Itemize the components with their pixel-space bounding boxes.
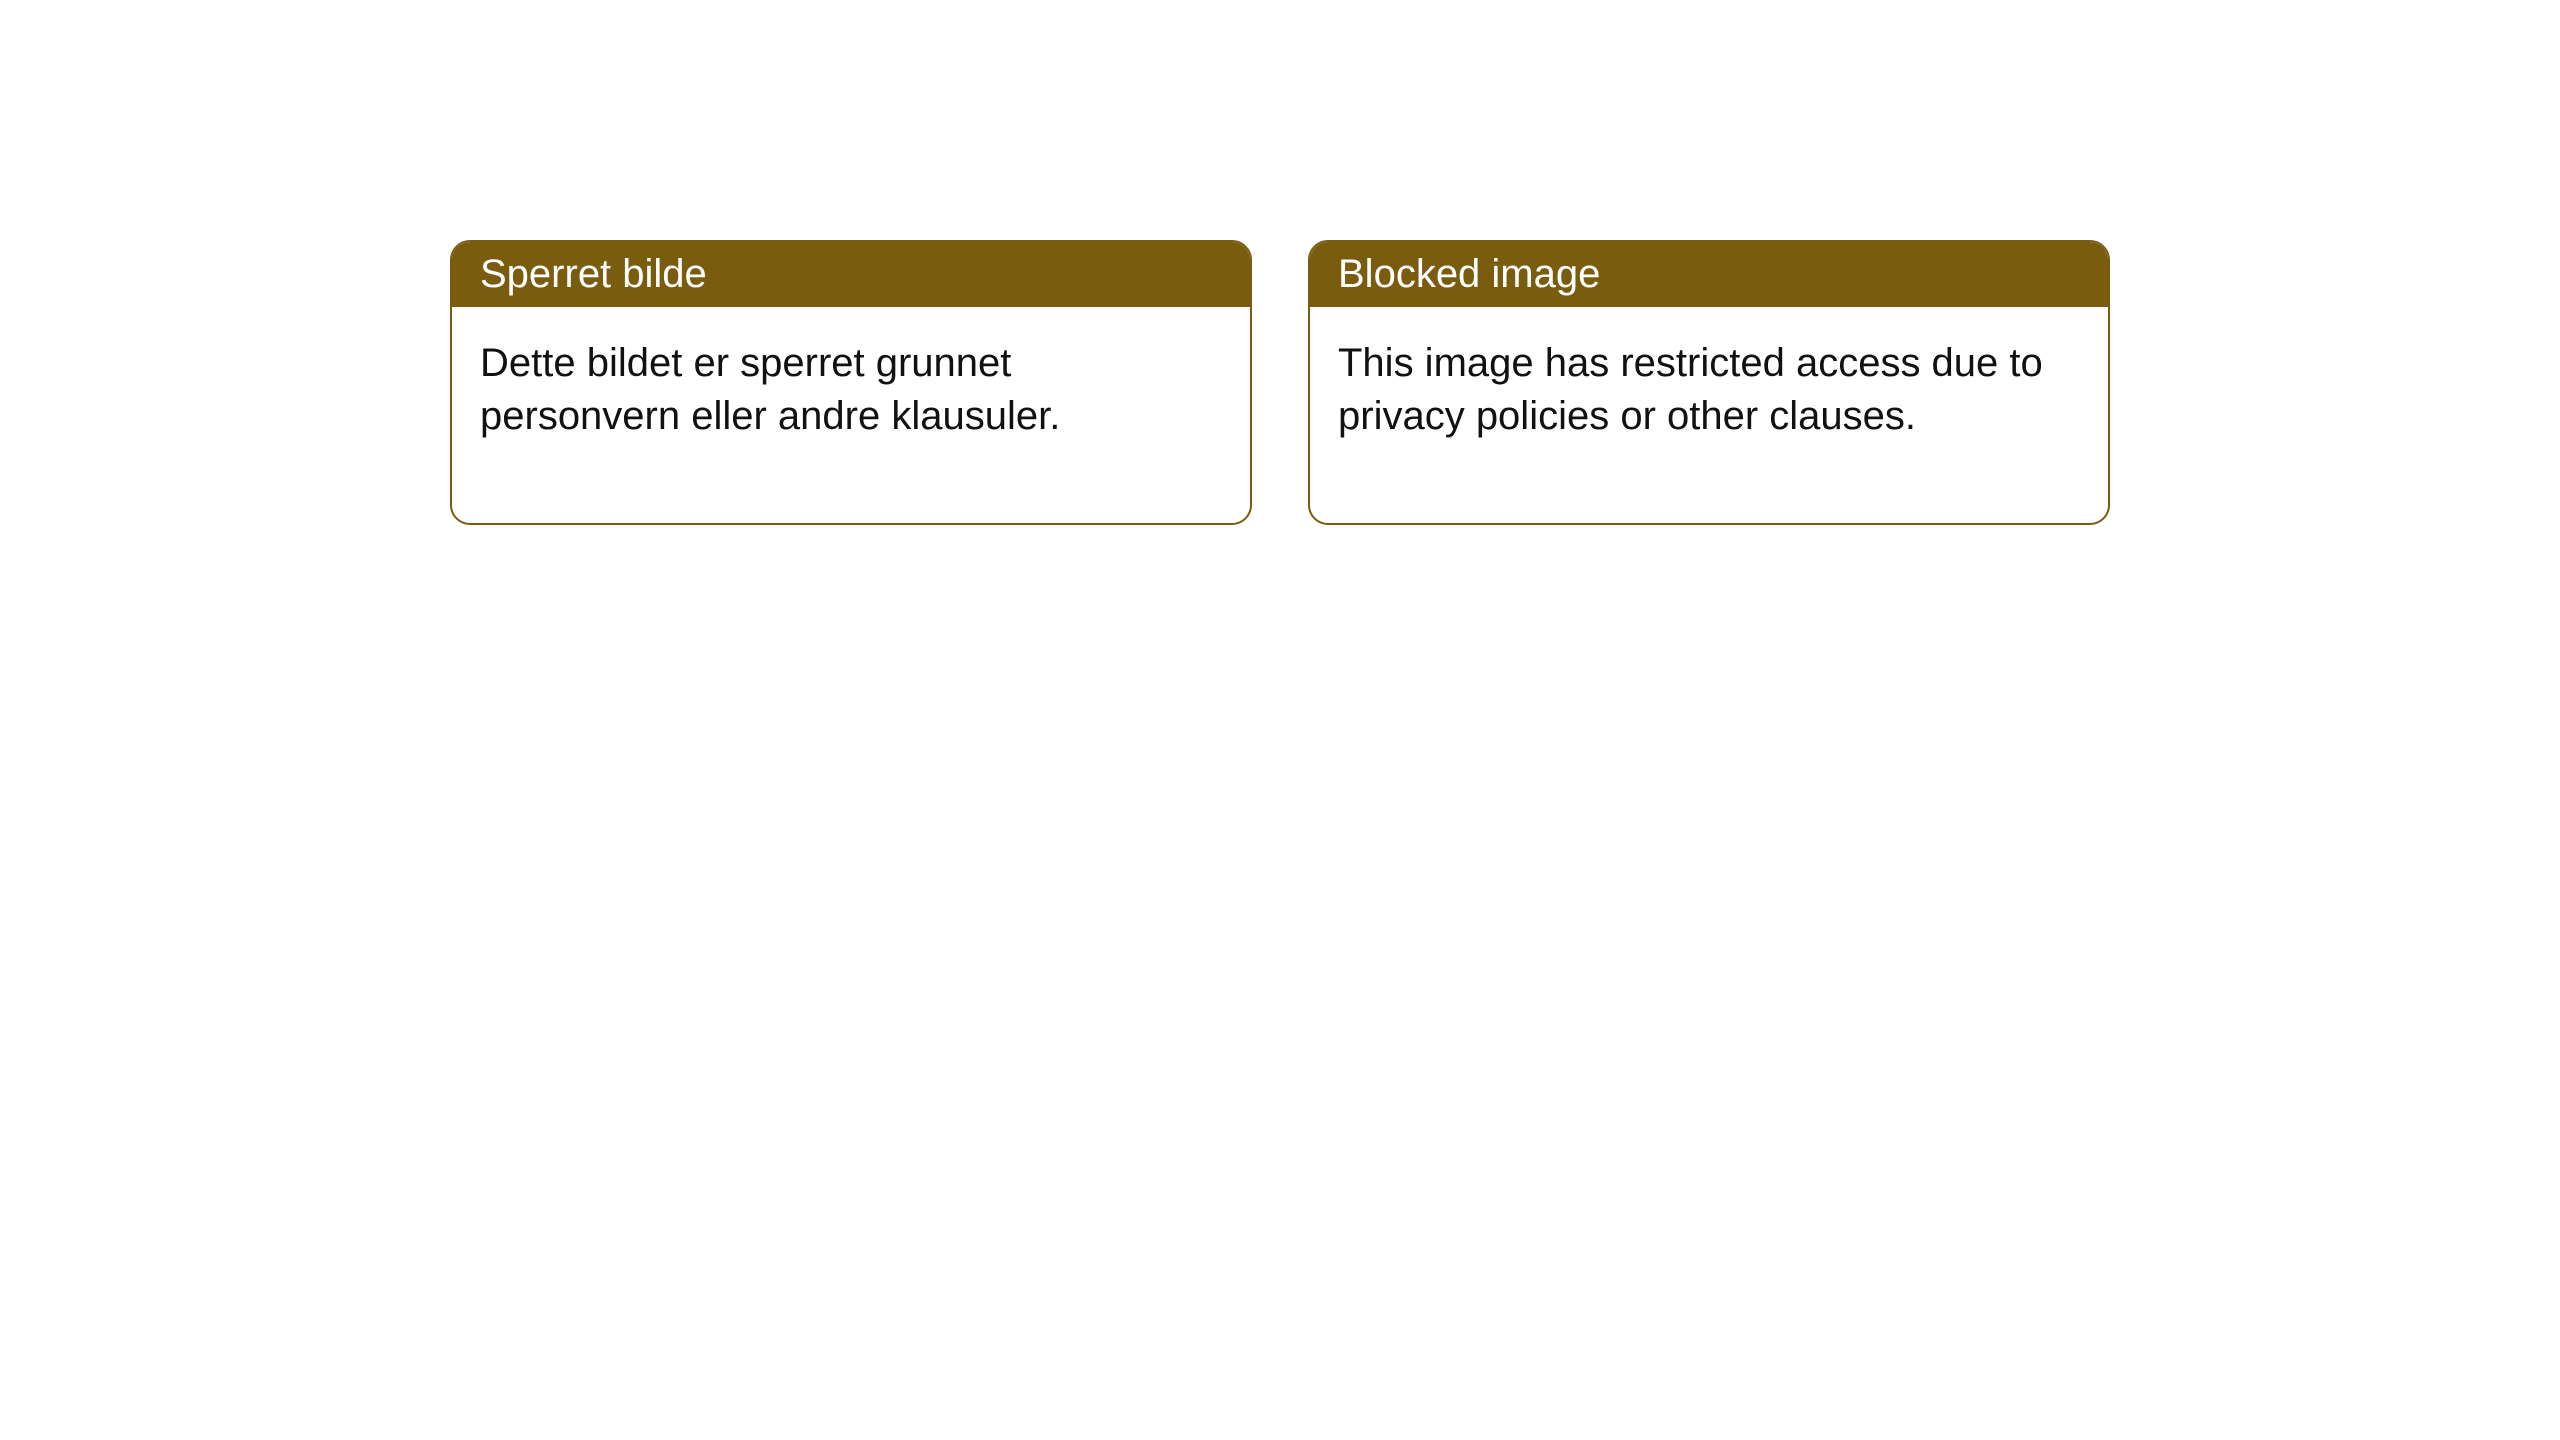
notice-card-english: Blocked image This image has restricted … [1308,240,2110,525]
notice-card-norwegian: Sperret bilde Dette bildet er sperret gr… [450,240,1252,525]
card-header: Blocked image [1310,242,2108,307]
card-body-text: This image has restricted access due to … [1338,341,2043,438]
card-body: Dette bildet er sperret grunnet personve… [452,307,1250,523]
card-body-text: Dette bildet er sperret grunnet personve… [480,341,1060,438]
notice-cards-container: Sperret bilde Dette bildet er sperret gr… [450,240,2110,525]
card-title: Sperret bilde [480,252,707,296]
card-header: Sperret bilde [452,242,1250,307]
card-body: This image has restricted access due to … [1310,307,2108,523]
card-title: Blocked image [1338,252,1600,296]
